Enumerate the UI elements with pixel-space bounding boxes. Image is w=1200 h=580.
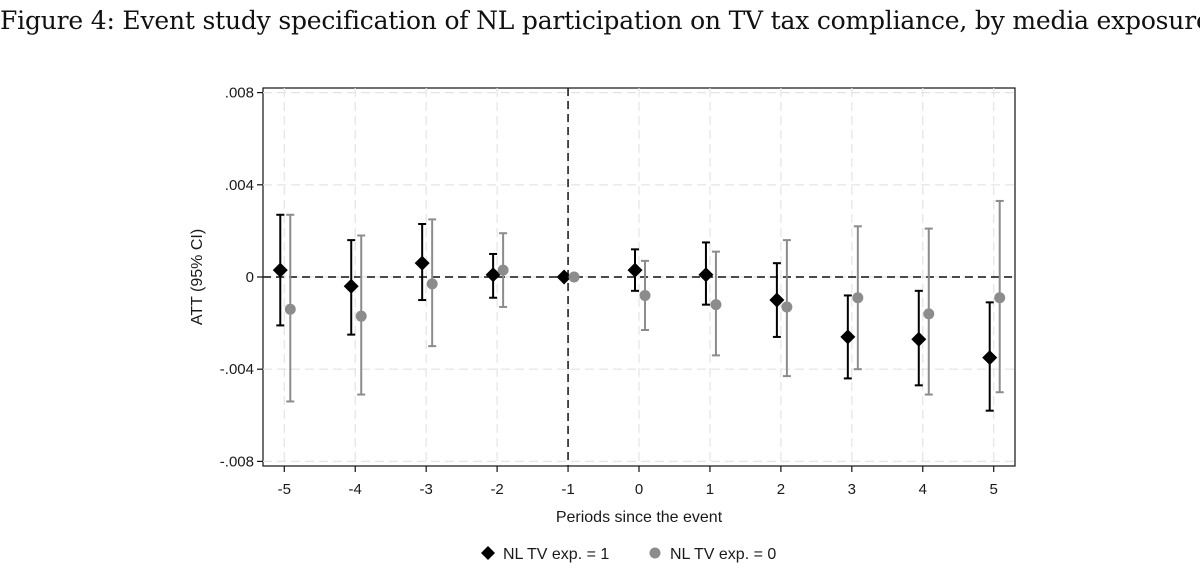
x-tick-label: -2	[490, 481, 503, 498]
data-point-circle	[568, 271, 580, 283]
data-point-circle	[781, 301, 793, 313]
y-axis-title: ATT (95% CI)	[189, 229, 206, 325]
x-tick-label: -1	[561, 481, 574, 498]
figure-caption: Figure 4: Event study specification of N…	[0, 6, 1200, 35]
x-axis: -5 -4 -3 -2 -1 0 1 2 3 4 5	[278, 466, 998, 498]
y-tick-label: -.008	[220, 453, 254, 470]
x-tick-label: -4	[349, 481, 362, 498]
x-tick-label: -5	[278, 481, 291, 498]
legend: NL TV exp. = 1 NL TV exp. = 0	[481, 546, 776, 563]
x-tick-label: 3	[848, 481, 856, 498]
series-2	[284, 199, 1006, 403]
x-tick-label: 4	[919, 481, 927, 498]
y-axis: .008 .004 0 -.004 -.008	[220, 85, 263, 470]
data-point-circle	[923, 308, 935, 320]
legend-label-series-2: NL TV exp. = 0	[670, 546, 776, 563]
data-point-circle	[852, 292, 864, 304]
data-point-diamond	[556, 269, 572, 285]
data-point-diamond	[840, 329, 856, 345]
x-tick-label: 5	[990, 481, 998, 498]
legend-marker-diamond	[481, 546, 495, 560]
legend-marker-circle	[649, 547, 661, 559]
data-point-diamond	[698, 267, 714, 283]
y-tick-label: -.004	[220, 361, 254, 378]
data-point-circle	[994, 292, 1006, 304]
x-tick-label: 0	[635, 481, 643, 498]
data-point-diamond	[769, 292, 785, 308]
data-point-diamond	[414, 255, 430, 271]
series-1	[272, 213, 998, 412]
data-point-diamond	[911, 331, 927, 347]
data-point-circle	[639, 289, 651, 301]
x-axis-title: Periods since the event	[556, 509, 723, 526]
legend-label-series-1: NL TV exp. = 1	[503, 546, 609, 563]
y-tick-label: .004	[225, 177, 254, 194]
x-tick-label: 1	[706, 481, 714, 498]
y-tick-label: 0	[246, 269, 254, 286]
data-point-circle	[710, 299, 722, 311]
data-point-circle	[497, 264, 509, 276]
data-point-diamond	[627, 262, 643, 278]
data-point-diamond	[272, 262, 288, 278]
x-tick-label: 2	[777, 481, 785, 498]
data-point-diamond	[485, 267, 501, 283]
data-point-circle	[355, 310, 367, 322]
data-point-circle	[284, 303, 296, 315]
y-tick-label: .008	[225, 85, 254, 102]
x-tick-label: -3	[419, 481, 432, 498]
data-point-diamond	[343, 278, 359, 294]
data-point-circle	[426, 278, 438, 290]
data-series	[272, 199, 1006, 412]
data-point-diamond	[982, 350, 998, 366]
